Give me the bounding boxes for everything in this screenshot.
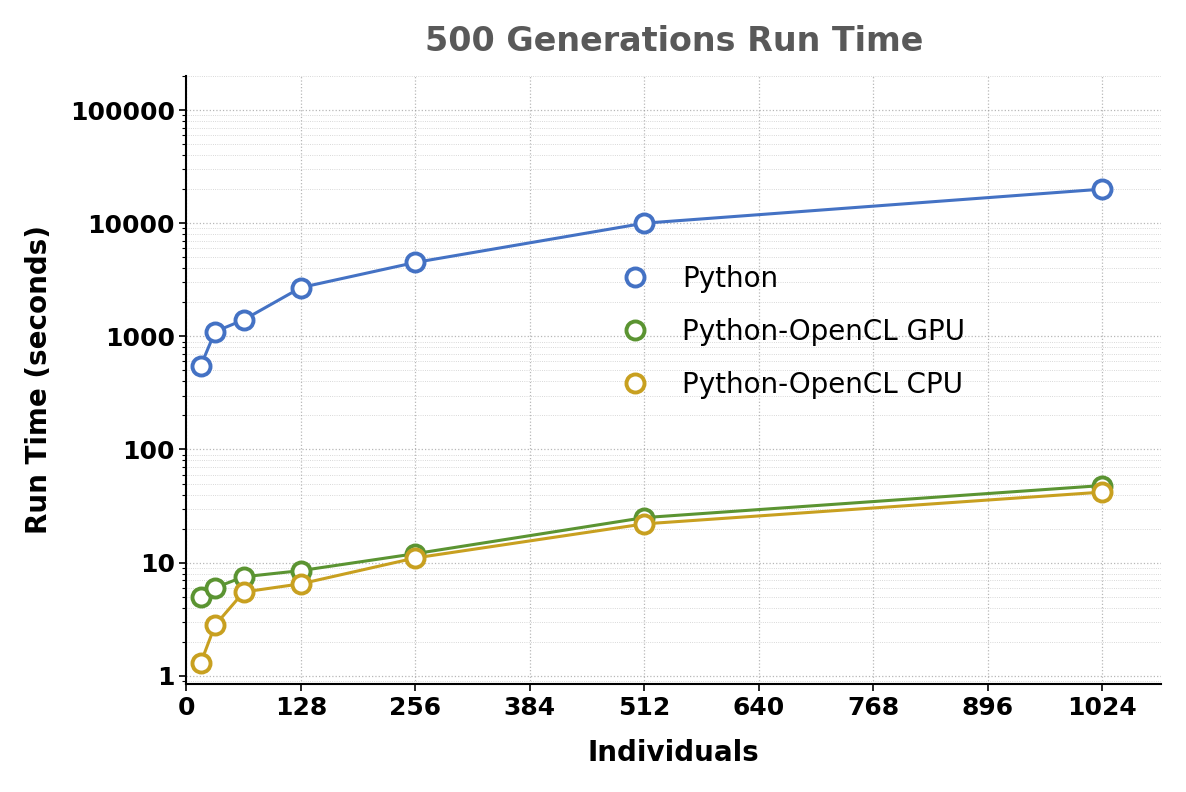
- Y-axis label: Run Time (seconds): Run Time (seconds): [25, 226, 53, 535]
- Legend: Python, Python-OpenCL GPU, Python-OpenCL CPU: Python, Python-OpenCL GPU, Python-OpenCL…: [610, 254, 976, 410]
- X-axis label: Individuals: Individuals: [588, 739, 759, 767]
- Title: 500 Generations Run Time: 500 Generations Run Time: [425, 25, 923, 58]
